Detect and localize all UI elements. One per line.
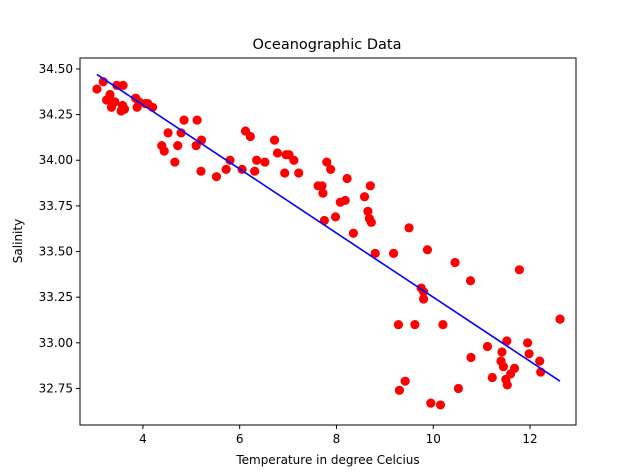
data-point: [453, 383, 464, 394]
y-tick-label: 33.00: [39, 336, 73, 350]
y-tick-label: 33.25: [39, 290, 73, 304]
data-point: [418, 294, 429, 304]
data-point: [221, 164, 231, 174]
data-point: [400, 376, 410, 386]
x-tick-label: 12: [522, 432, 537, 446]
plot-area: [80, 58, 576, 425]
y-tick-label: 32.75: [39, 381, 73, 395]
data-point: [342, 173, 352, 184]
data-point: [465, 276, 476, 286]
data-point: [535, 356, 545, 366]
data-point: [294, 168, 304, 178]
y-tick-label: 33.75: [39, 199, 73, 213]
x-tick-label: 4: [139, 432, 147, 446]
chart-title: Oceanographic Data: [253, 37, 402, 53]
data-point: [260, 157, 270, 167]
data-point: [498, 361, 509, 372]
data-point: [450, 257, 460, 268]
data-point: [466, 352, 476, 363]
x-axis-label: Temperature in degree Celcius: [235, 453, 419, 467]
data-point: [173, 141, 183, 151]
data-point: [92, 84, 102, 94]
data-point: [179, 115, 189, 125]
data-point: [410, 319, 420, 330]
regression-line: [96, 73, 561, 382]
data-point: [509, 363, 520, 373]
data-point: [322, 157, 332, 167]
y-tick-label: 34.25: [39, 108, 73, 122]
data-point: [359, 192, 370, 202]
data-point: [250, 166, 260, 176]
data-point: [502, 336, 512, 346]
x-tick-label: 6: [236, 432, 244, 446]
y-tick-label: 34.00: [39, 153, 73, 167]
data-point: [192, 115, 202, 125]
data-point: [119, 104, 130, 114]
data-point: [196, 166, 206, 176]
data-point: [118, 80, 128, 90]
x-tick-label: 10: [426, 432, 441, 446]
data-point: [211, 172, 222, 182]
data-point: [422, 245, 433, 255]
data-point: [426, 398, 436, 408]
y-axis-label: Salinity: [11, 219, 25, 263]
data-point: [388, 248, 399, 258]
data-point: [393, 319, 404, 330]
data-point: [340, 195, 350, 206]
data-point: [289, 155, 299, 165]
data-point: [245, 131, 255, 142]
data-point: [317, 181, 327, 191]
data-point: [514, 265, 524, 275]
data-point: [370, 248, 380, 258]
data-point: [105, 89, 115, 100]
data-point: [394, 385, 404, 395]
data-point: [348, 228, 358, 238]
y-tick-label: 33.50: [39, 245, 73, 259]
data-point: [318, 188, 328, 198]
data-point: [112, 80, 122, 90]
data-point: [438, 319, 448, 330]
data-point: [326, 164, 336, 174]
data-point: [524, 349, 534, 359]
data-point: [280, 168, 290, 178]
data-point: [330, 212, 341, 222]
data-point: [269, 135, 280, 145]
plot-frame: [79, 57, 577, 426]
data-point: [487, 372, 497, 383]
data-point: [159, 146, 169, 156]
data-point: [502, 380, 512, 390]
data-point: [523, 338, 533, 348]
data-point: [170, 157, 180, 167]
data-point: [110, 97, 120, 107]
data-point: [272, 148, 283, 158]
data-point: [163, 128, 173, 138]
y-tick-label: 34.50: [39, 62, 73, 76]
data-point: [225, 155, 235, 165]
data-point: [404, 223, 414, 233]
data-point: [176, 128, 186, 138]
data-point: [497, 347, 507, 357]
data-point: [366, 217, 376, 227]
data-point: [555, 314, 565, 324]
data-point: [482, 341, 493, 352]
data-point: [365, 181, 375, 191]
x-tick-label: 8: [333, 432, 341, 446]
data-point: [435, 400, 446, 410]
data-point: [363, 206, 373, 216]
data-point: [252, 155, 262, 165]
